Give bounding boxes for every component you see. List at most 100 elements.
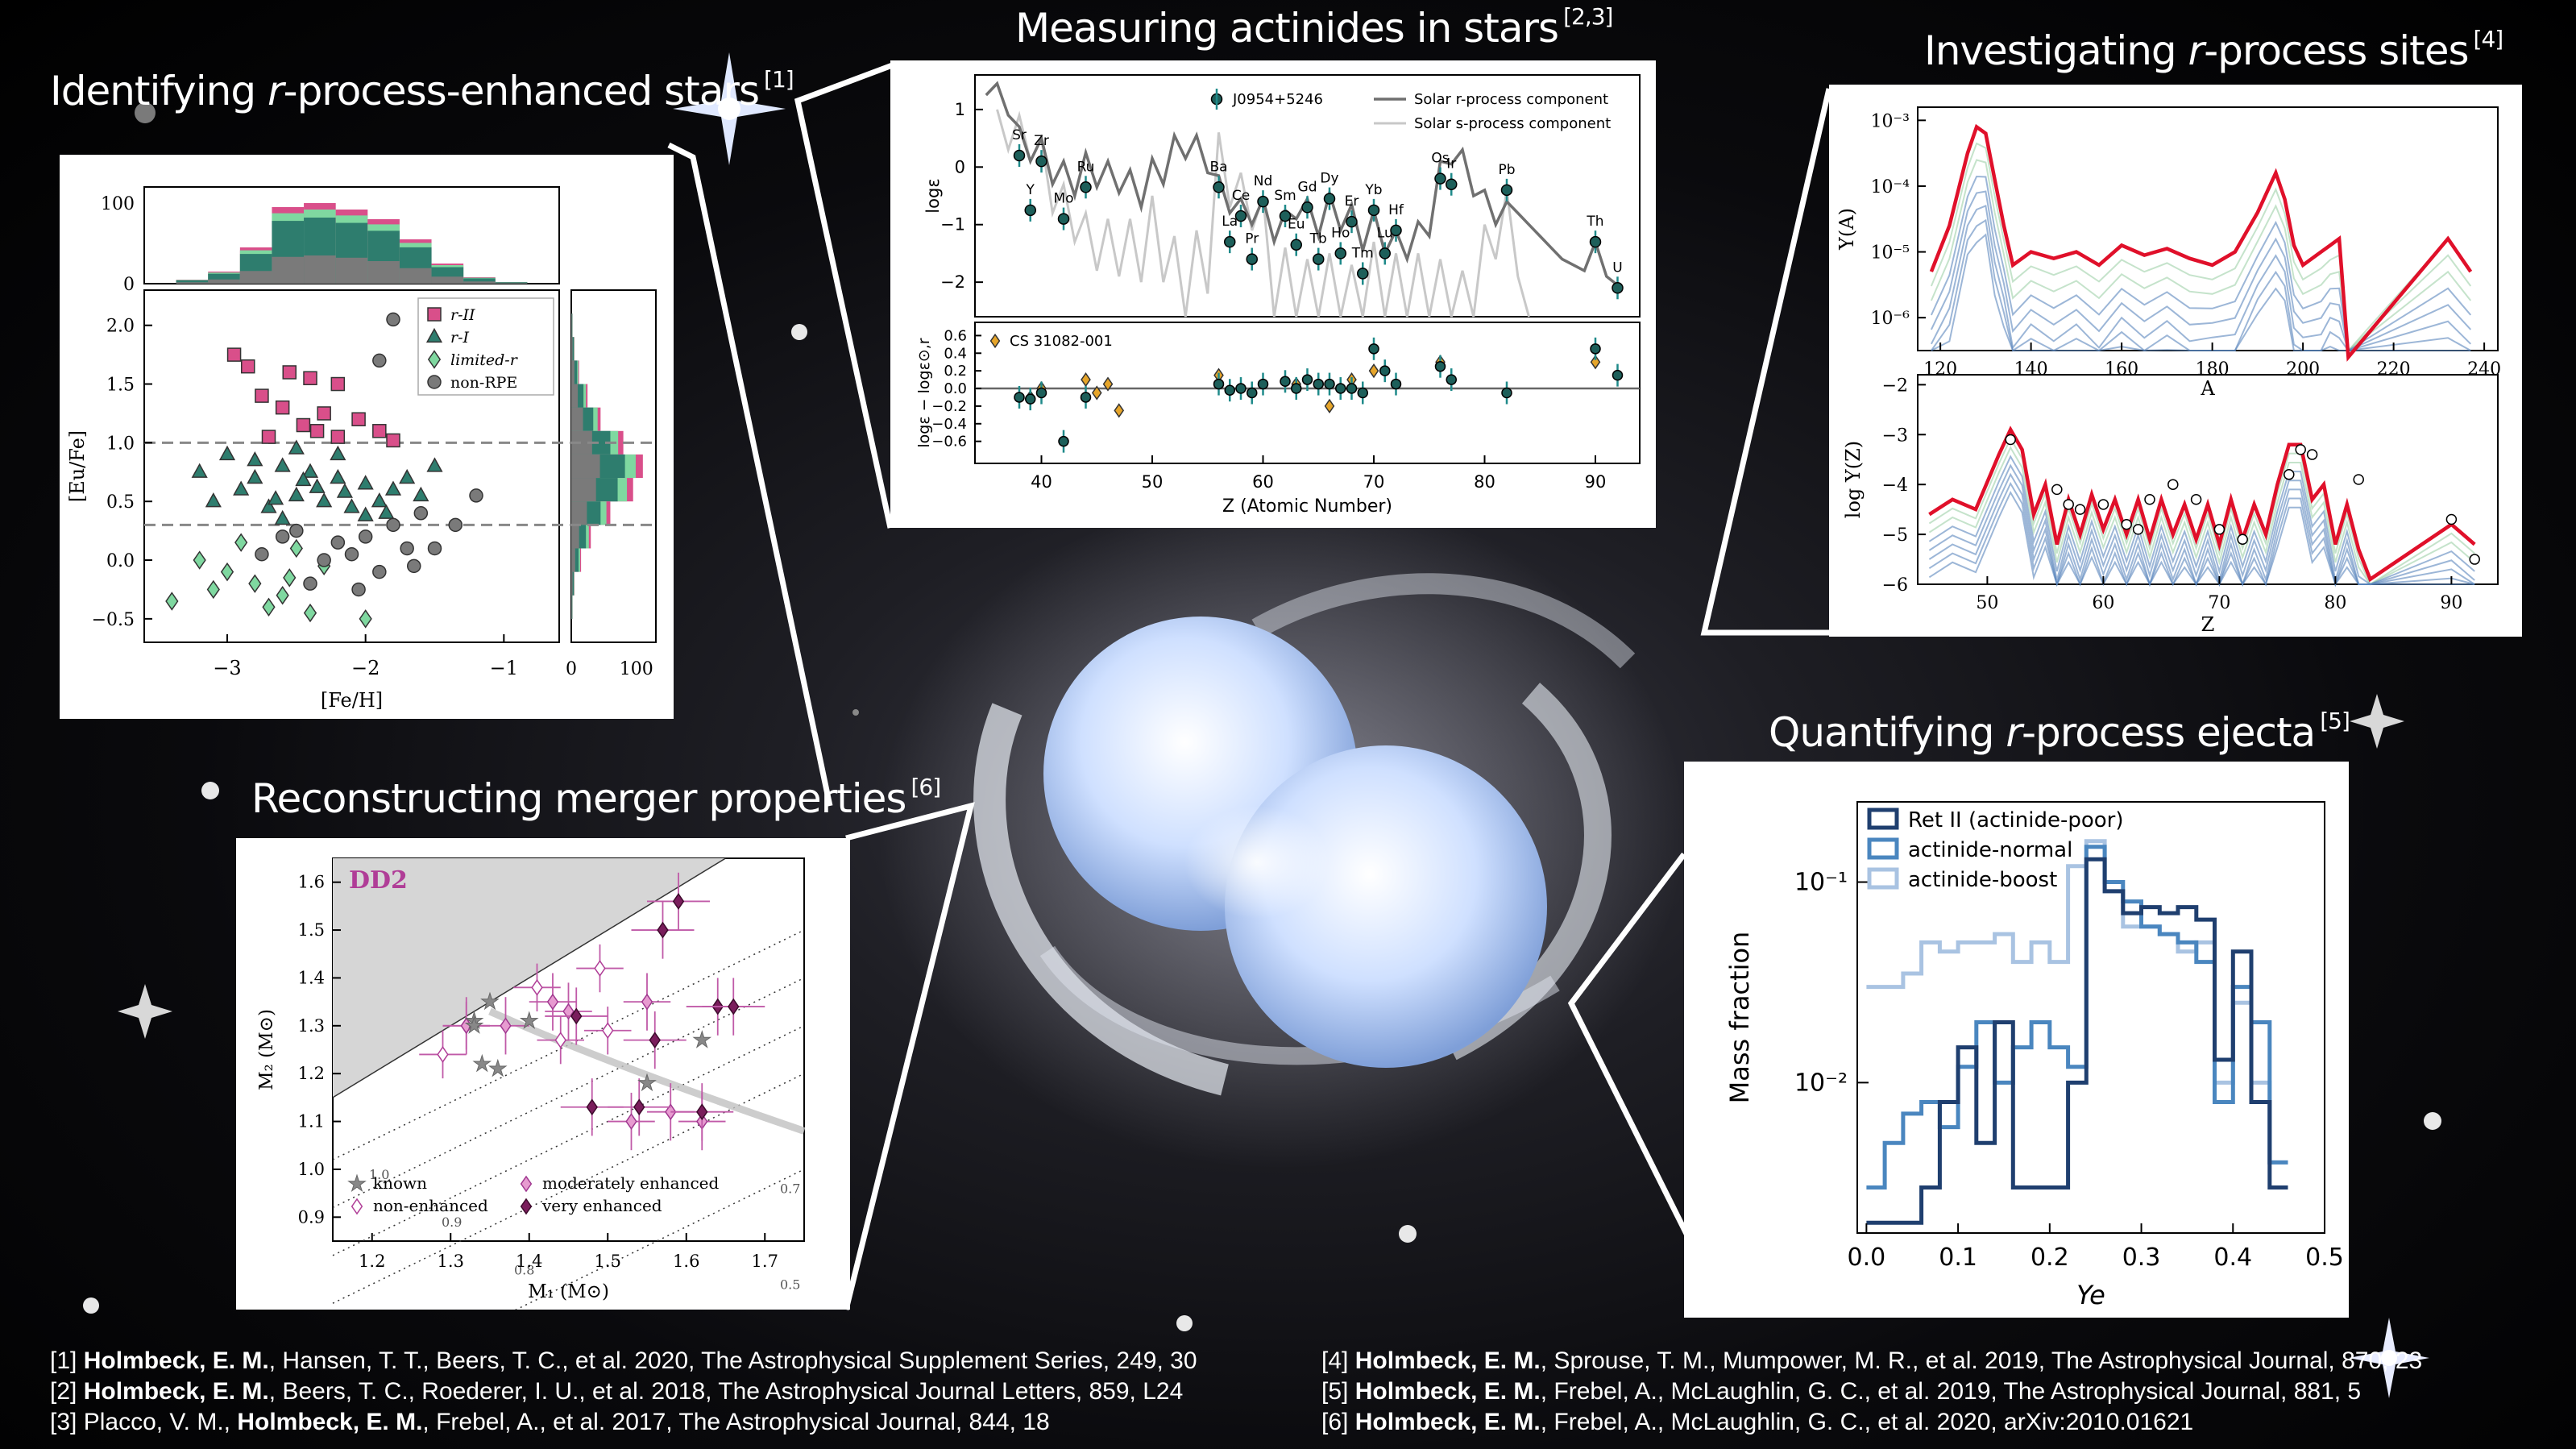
point-r-i — [357, 475, 374, 490]
rpe-stars-chart: 0 100 0 100 −3 −2 −1 −0.5 0.0 0.5 1.0 1.5 2.0 [Fe/H] [… — [66, 186, 657, 712]
cs31082-point — [1114, 403, 1125, 418]
point-non-rpe — [386, 517, 400, 533]
x-tick-label: 200 — [2286, 359, 2320, 380]
heading-ref: [5] — [2320, 708, 2350, 734]
point-r-i — [384, 480, 402, 496]
y-tick-label: −6 — [1882, 575, 1908, 596]
axes-frame — [974, 74, 1641, 318]
point-r-i — [191, 463, 208, 478]
residual-point — [1280, 376, 1291, 388]
legend-box — [417, 297, 554, 396]
x-tick-label: 1.2 — [359, 1252, 385, 1271]
y-tick-label: −2 — [1882, 376, 1908, 396]
y-tick-label: 1.3 — [298, 1016, 325, 1036]
residual-point — [1301, 374, 1313, 385]
cs31082-point — [1081, 372, 1091, 388]
abundance-point — [1313, 253, 1325, 265]
point-r-i — [260, 498, 277, 513]
top-hist-tick-label: 100 — [101, 194, 135, 214]
point-non-rpe — [372, 564, 387, 579]
observed-abundance-circle — [2167, 479, 2179, 490]
point-r-i — [288, 486, 305, 502]
background-star-dot — [2424, 1112, 2441, 1130]
top-hist-bar — [431, 276, 464, 284]
sparkle-star-icon — [118, 984, 172, 1039]
element-label: Gd — [1298, 179, 1317, 195]
right-hist-tick-label: 100 — [620, 659, 653, 679]
top-hist-bar — [463, 281, 496, 284]
very-enhanced-point — [586, 1098, 598, 1116]
model-band-line — [1928, 437, 2475, 586]
legend-label: J0954+5246 — [1232, 91, 1323, 108]
abundance-point — [1589, 235, 1602, 248]
y-tick-label: 0.6 — [944, 327, 967, 344]
observed-abundance-circle — [2005, 434, 2016, 446]
top-hist-bar — [463, 278, 496, 284]
legend-marker-known — [347, 1173, 367, 1193]
observed-abundance-circle — [2132, 524, 2144, 535]
panel-label-dd2: DD2 — [349, 866, 408, 895]
non-enhanced-point — [554, 1032, 566, 1049]
point-limited-r — [303, 603, 317, 623]
point-r-ii — [261, 430, 276, 444]
x-tick-label: 120 — [1923, 359, 1957, 380]
y-tick-label: 10⁻² — [1794, 1069, 1848, 1097]
known-point — [692, 1030, 712, 1048]
baseline-red-line — [1928, 426, 2476, 583]
cs31082-point — [1368, 363, 1379, 379]
moderately-enhanced-point — [625, 1113, 637, 1130]
x-tick-label: 90 — [2440, 593, 2462, 613]
legend-marker-non — [351, 1198, 363, 1215]
legend-swatch-ret-ii-actinide-poor — [1867, 808, 1899, 830]
y-tick-label: 10⁻⁴ — [1871, 177, 1910, 197]
right-hist-bar — [571, 313, 572, 338]
sparkle-star-icon — [2350, 694, 2404, 749]
point-r-i — [205, 492, 222, 508]
legend-marker-cs31082 — [989, 333, 1001, 349]
y-tick-label: −0.6 — [931, 434, 967, 450]
point-r-i — [330, 468, 346, 484]
element-label: Hf — [1388, 202, 1404, 218]
right-hist-bar — [571, 478, 596, 502]
abundance-point — [1234, 210, 1247, 222]
reference-5: [5] Holmbeck, E. M., Frebel, A., McLaugh… — [1321, 1378, 2362, 1405]
very-enhanced-point — [633, 1098, 645, 1116]
observed-abundance-circle — [2051, 484, 2063, 496]
abundance-point — [1057, 213, 1070, 225]
x-tick-label: 80 — [2324, 593, 2346, 613]
observed-abundance-circle — [2213, 524, 2225, 535]
legend-label: actinide-normal — [1908, 838, 2072, 862]
boundary-line — [332, 857, 726, 1098]
non-enhanced-point — [594, 960, 606, 977]
right-hist-bar — [571, 595, 572, 619]
reference-2: [2] Holmbeck, E. M., Beers, T. C., Roede… — [50, 1378, 1184, 1405]
point-r-i — [295, 471, 312, 487]
heading-ref: [6] — [911, 774, 941, 800]
x-axis-label: [Fe/H] — [321, 689, 383, 712]
y-tick-label: 1.5 — [298, 920, 325, 940]
residual-point — [1313, 378, 1324, 390]
heading-italic: r — [2188, 27, 2205, 74]
point-r-ii — [296, 417, 311, 433]
contour-label: 0.7 — [780, 1181, 800, 1197]
y-tick-label: −0.4 — [931, 416, 967, 433]
background-star-dot — [135, 102, 156, 123]
y-tick-label: 0.0 — [944, 380, 967, 397]
point-non-rpe — [427, 541, 442, 556]
point-non-rpe — [358, 529, 373, 544]
element-label: Tb — [1309, 231, 1327, 247]
y-tick-label: 0.2 — [944, 363, 967, 380]
top-hist-bar — [495, 282, 528, 284]
x-tick-label: 1.3 — [438, 1252, 464, 1271]
background-star-dot — [201, 782, 219, 799]
y-tick-label: 10⁻³ — [1871, 111, 1910, 131]
residual-point — [1224, 384, 1235, 396]
heading-ref: [1] — [764, 66, 794, 93]
model-band-line — [1930, 159, 2472, 352]
abundance-point — [1434, 172, 1446, 185]
residual-point — [1257, 378, 1269, 390]
sparkle-star-icon — [2349, 1318, 2429, 1398]
abundance-point — [1224, 235, 1236, 248]
references-left: [1] Holmbeck, E. M., Hansen, T. T., Beer… — [50, 1346, 1197, 1438]
y-tick-label: 1.5 — [106, 376, 135, 396]
